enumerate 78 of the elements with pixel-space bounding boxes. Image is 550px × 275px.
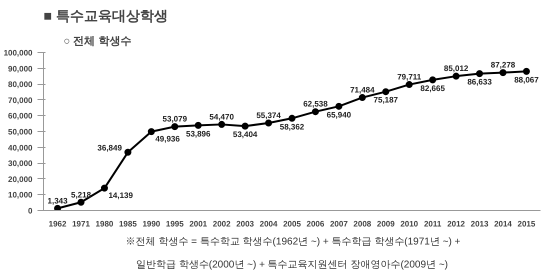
text: 82,665: [420, 84, 445, 93]
x-tick-label: 1995: [166, 220, 184, 228]
x-tick-label: 1971: [72, 220, 90, 228]
x-tick-label: 2011: [424, 220, 442, 228]
y-tick-label: 80,000: [8, 80, 34, 90]
x-tick-label: 2009: [376, 220, 396, 228]
point: [54, 204, 62, 210]
x-tick-label: 2008: [353, 220, 372, 228]
point: [242, 122, 249, 130]
point: [429, 76, 436, 84]
text: 53,896: [186, 129, 210, 138]
text: 85,012: [444, 64, 468, 74]
point: [312, 108, 319, 116]
text: 5,218: [71, 190, 92, 200]
point: [522, 68, 530, 75]
y-tick-label: 100,000: [4, 48, 34, 58]
y-tick-label: 90,000: [8, 64, 34, 74]
point: [358, 94, 366, 102]
x-tick-label: 2010: [400, 220, 419, 228]
point: [218, 120, 226, 128]
point: [78, 198, 85, 206]
point: [406, 81, 413, 88]
text: 53,404: [232, 130, 258, 140]
text: 일반학급 학생수(2000년 ~) + 특수교육지원센터 장애영아수(2009년 ~): [136, 260, 448, 270]
text: 62,538: [303, 100, 328, 109]
text: 58,362: [280, 122, 304, 132]
x-tick-label: 1980: [96, 220, 114, 228]
x-tick-label: 1990: [142, 220, 161, 228]
y-tick-label: 20,000: [8, 174, 34, 184]
text: 1,343: [48, 196, 68, 206]
x-tick-label: 2012: [447, 220, 466, 228]
point: [382, 88, 390, 96]
y-tick-label: 70,000: [8, 96, 34, 105]
text: 55,374: [256, 111, 281, 120]
text: 86,633: [467, 78, 492, 87]
x-tick-label: 2002: [212, 220, 232, 228]
point: [452, 72, 460, 80]
chart-subtitle: ○ 전체 학생수: [64, 36, 132, 48]
text: 54,470: [209, 112, 234, 122]
point: [194, 122, 202, 129]
text: 79,711: [397, 72, 422, 82]
text: 71,484: [350, 86, 375, 95]
point: [499, 69, 506, 76]
y-tick-label: 60,000: [8, 112, 34, 121]
y-tick-label: 10,000: [8, 190, 34, 200]
x-tick-label: 2007: [330, 220, 348, 228]
x-tick-label: 2004: [260, 220, 278, 228]
text: ※전체 학생수 = 특수학교 학생수(1962년 ~) + 특수학급 학생수(1971년 ~) +: [126, 236, 461, 248]
text: 88,067: [514, 75, 539, 84]
text: 65,940: [326, 110, 352, 120]
x-tick-label: 2005: [283, 220, 302, 228]
x-tick-label: 2001: [189, 220, 208, 228]
text: 14,139: [108, 191, 133, 200]
point: [148, 128, 155, 136]
y-tick-label: 40,000: [8, 143, 34, 152]
x-tick-label: 2006: [306, 220, 325, 228]
x-tick-label: 1985: [119, 220, 138, 228]
x-tick-label: 2013: [470, 220, 489, 228]
point: [335, 102, 342, 110]
y-tick-label: 0: [28, 206, 34, 216]
point: [100, 184, 108, 192]
y-tick-label: 30,000: [8, 159, 34, 168]
x-tick-label: 2014: [494, 220, 512, 228]
point: [124, 148, 132, 156]
y-tick-label: 50,000: [8, 128, 34, 136]
x-tick-label: 2015: [518, 220, 536, 228]
x-tick-label: 1962: [48, 220, 68, 228]
text: 87,278: [490, 60, 516, 70]
point: [288, 114, 296, 122]
text: 53,079: [162, 114, 188, 124]
text: 36,849: [97, 143, 122, 152]
point: [265, 120, 272, 127]
point: [171, 123, 178, 130]
text: 49,936: [155, 134, 180, 144]
text: 75,187: [374, 96, 398, 105]
x-tick-label: 2003: [236, 220, 255, 228]
chart-title: ■ 특수교육대상학생: [44, 8, 168, 24]
point: [476, 70, 484, 78]
